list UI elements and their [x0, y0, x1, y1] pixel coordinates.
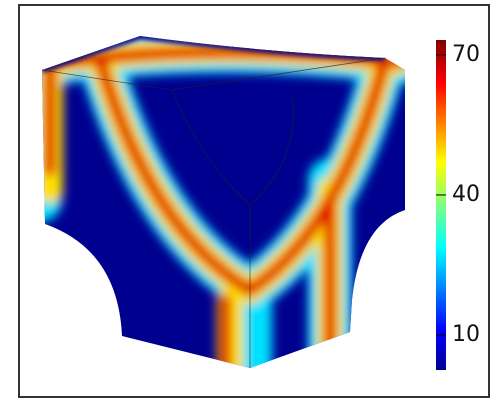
- colorbar: [436, 40, 446, 370]
- colorbar-tick-label: 70: [452, 42, 480, 67]
- chart: 10 40 70: [0, 0, 501, 404]
- colorbar-tick-label: 40: [452, 182, 480, 207]
- colorbar-tick-label: 10: [452, 322, 480, 347]
- cube-surface: [30, 20, 420, 380]
